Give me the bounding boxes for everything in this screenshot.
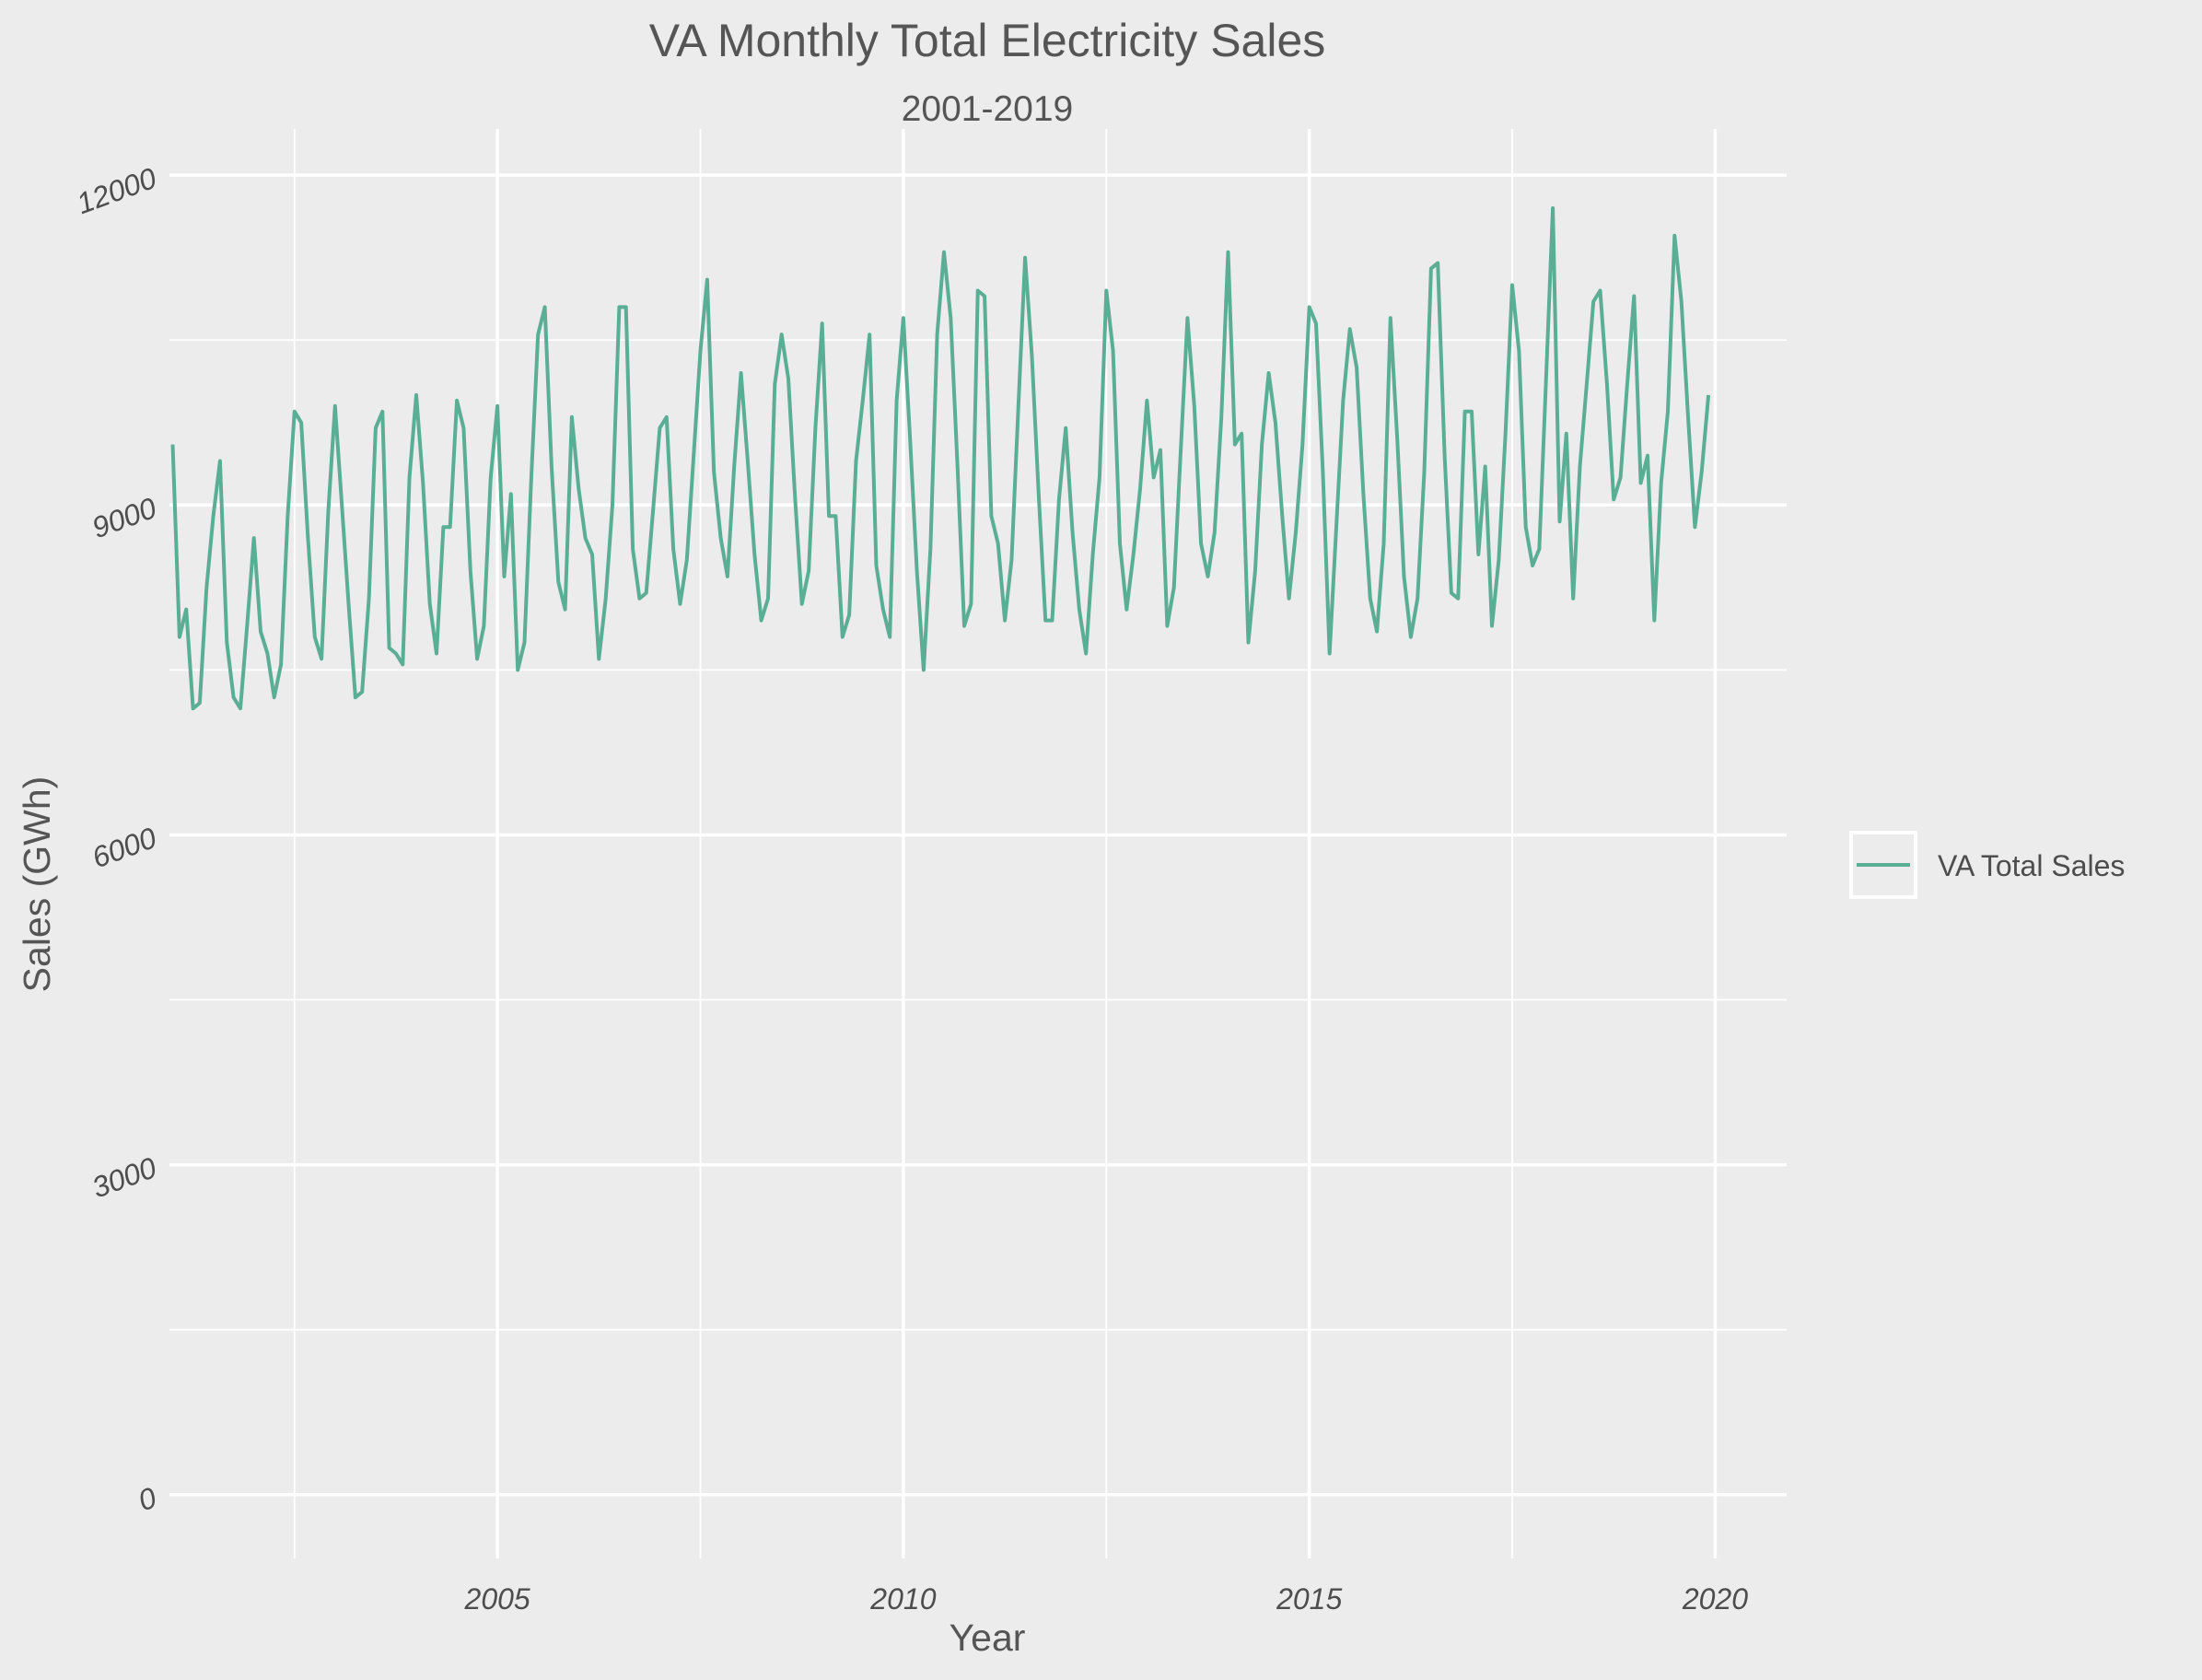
x-tick-label: 2005: [464, 1582, 530, 1616]
series-line: [170, 206, 1711, 711]
major-gridlines: [169, 129, 1787, 1558]
x-axis-title: Year: [950, 1616, 1026, 1659]
x-tick-label: 2020: [1682, 1582, 1748, 1616]
legend: VA Total Sales: [1849, 831, 2125, 899]
chart-subtitle: 2001-2019: [902, 89, 1074, 129]
x-axis-tick-labels: 2005 2010 2015 2020: [464, 1582, 1749, 1616]
y-axis-title: Sales (GWh): [16, 776, 58, 993]
legend-label: VA Total Sales: [1938, 849, 2125, 882]
x-tick-label: 2010: [869, 1582, 936, 1616]
minor-gridlines: [169, 129, 1787, 1558]
x-tick-label: 2015: [1276, 1582, 1342, 1616]
series-layer: [170, 206, 1711, 711]
chart-title: VA Monthly Total Electricity Sales: [649, 15, 1326, 66]
